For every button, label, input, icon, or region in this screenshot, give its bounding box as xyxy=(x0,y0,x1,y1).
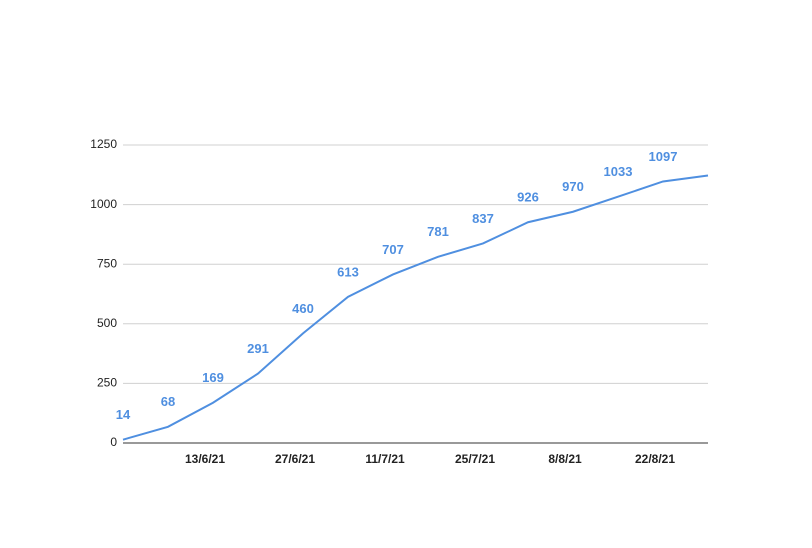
x-tick-label: 27/6/21 xyxy=(275,452,315,466)
data-label: 970 xyxy=(562,179,584,194)
y-tick-label: 1000 xyxy=(90,197,117,211)
data-label: 613 xyxy=(337,264,359,279)
data-label: 291 xyxy=(247,341,269,356)
y-tick-label: 250 xyxy=(97,376,117,390)
x-tick-label: 11/7/21 xyxy=(365,452,405,466)
data-label: 781 xyxy=(427,224,449,239)
data-label: 1097 xyxy=(649,149,678,164)
data-label: 707 xyxy=(382,242,404,257)
y-tick-label: 0 xyxy=(110,435,117,449)
y-tick-label: 1250 xyxy=(90,137,117,151)
x-tick-label: 22/8/21 xyxy=(635,452,675,466)
data-label: 169 xyxy=(202,370,224,385)
data-label: 14 xyxy=(116,407,131,422)
x-tick-label: 13/6/21 xyxy=(185,452,225,466)
data-label: 68 xyxy=(161,394,175,409)
x-tick-label: 8/8/21 xyxy=(548,452,582,466)
y-tick-label: 750 xyxy=(97,256,117,270)
line xyxy=(122,174,709,441)
y-tick-label: 500 xyxy=(97,316,117,330)
data-label: 837 xyxy=(472,211,494,226)
data-label: 460 xyxy=(292,301,314,316)
data-label: 926 xyxy=(517,190,539,205)
x-tick-label: 25/7/21 xyxy=(455,452,495,466)
data-label: 1033 xyxy=(604,164,633,179)
